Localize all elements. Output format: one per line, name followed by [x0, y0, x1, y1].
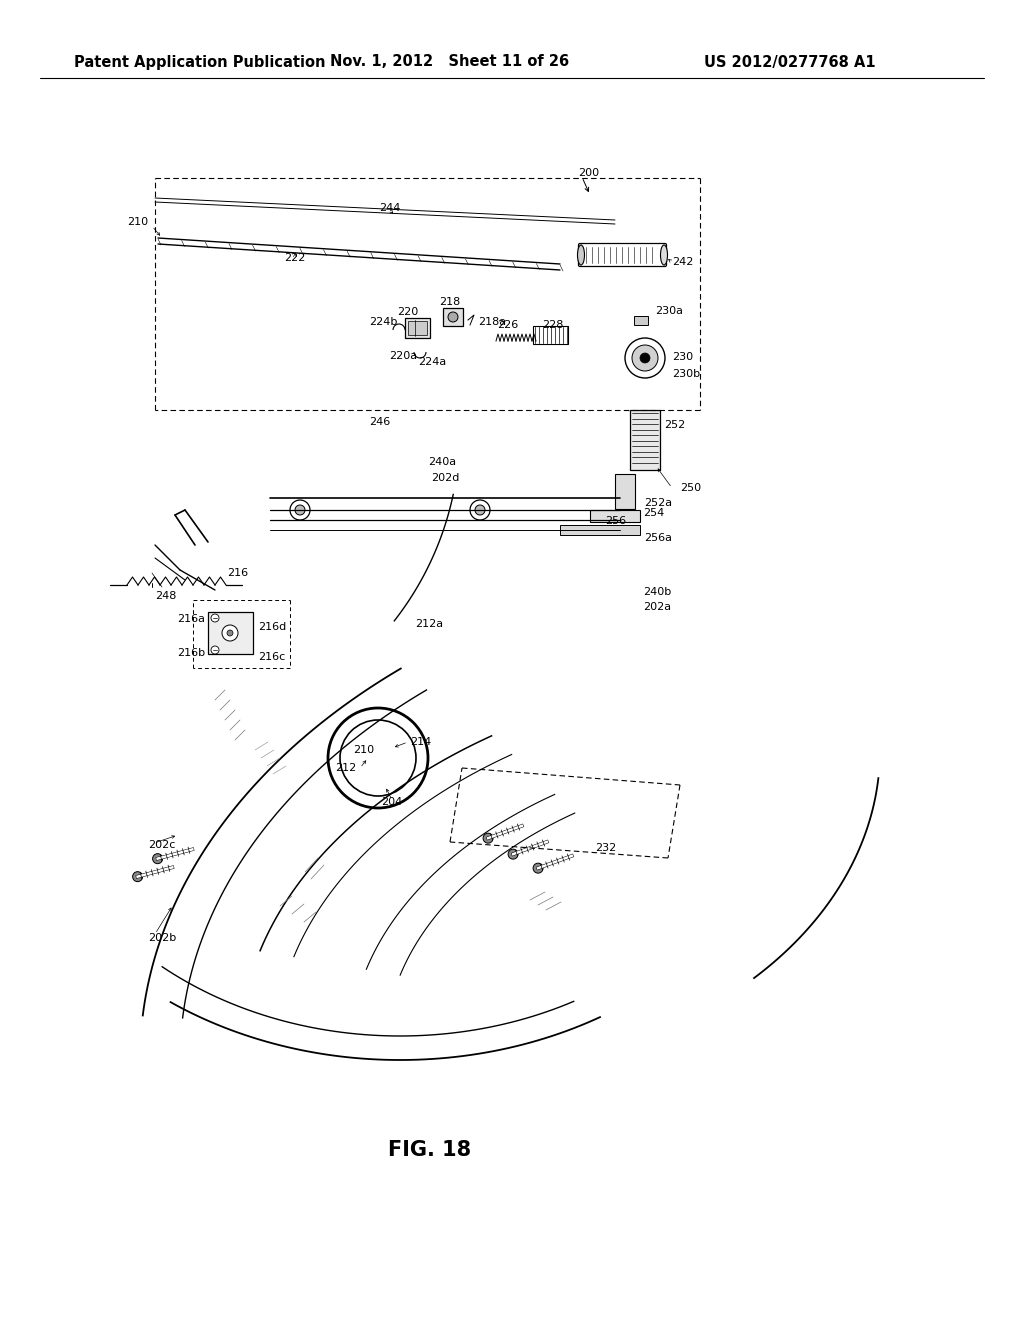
Text: US 2012/0277768 A1: US 2012/0277768 A1 [705, 54, 876, 70]
Circle shape [295, 506, 305, 515]
Circle shape [483, 833, 494, 843]
Text: 202b: 202b [148, 933, 176, 942]
Text: 240b: 240b [643, 587, 672, 597]
Circle shape [475, 506, 485, 515]
Text: 220: 220 [397, 308, 419, 317]
Circle shape [153, 854, 163, 863]
Text: 252a: 252a [644, 498, 672, 508]
Text: 218a: 218a [478, 317, 506, 327]
Circle shape [625, 338, 665, 378]
Text: 224b: 224b [369, 317, 397, 327]
Text: 230: 230 [672, 352, 693, 362]
Text: 216c: 216c [258, 652, 286, 663]
Text: 254: 254 [643, 508, 665, 517]
Circle shape [508, 849, 518, 859]
Text: 256a: 256a [644, 533, 672, 543]
FancyBboxPatch shape [408, 321, 427, 335]
Circle shape [211, 645, 219, 653]
Text: 256: 256 [605, 516, 626, 525]
Text: 220a: 220a [389, 351, 417, 360]
Text: 248: 248 [155, 591, 176, 601]
FancyBboxPatch shape [208, 612, 253, 653]
Circle shape [222, 624, 238, 642]
Text: 212: 212 [335, 763, 356, 774]
Text: 240a: 240a [428, 457, 456, 467]
Text: 226: 226 [498, 319, 518, 330]
FancyBboxPatch shape [406, 318, 430, 338]
Circle shape [632, 345, 658, 371]
Circle shape [290, 500, 310, 520]
Ellipse shape [578, 246, 585, 265]
Text: Nov. 1, 2012   Sheet 11 of 26: Nov. 1, 2012 Sheet 11 of 26 [331, 54, 569, 70]
Text: 210: 210 [353, 744, 374, 755]
Circle shape [211, 614, 219, 622]
Circle shape [640, 352, 650, 363]
Circle shape [449, 312, 458, 322]
FancyBboxPatch shape [615, 474, 635, 510]
Text: 202a: 202a [643, 602, 671, 612]
Text: Patent Application Publication: Patent Application Publication [75, 54, 326, 70]
Text: 202d: 202d [431, 473, 459, 483]
Text: 204: 204 [381, 797, 402, 807]
Text: 200: 200 [578, 168, 599, 178]
Text: 228: 228 [543, 319, 563, 330]
FancyBboxPatch shape [590, 510, 640, 521]
Text: 216a: 216a [177, 614, 205, 624]
FancyBboxPatch shape [630, 411, 660, 470]
Text: 244: 244 [379, 203, 400, 213]
Text: 222: 222 [285, 253, 306, 263]
Text: 214: 214 [410, 737, 431, 747]
Text: 224a: 224a [418, 356, 446, 367]
Text: 252: 252 [664, 420, 685, 430]
Text: 216d: 216d [258, 622, 287, 632]
Text: 210: 210 [127, 216, 148, 227]
Circle shape [227, 630, 233, 636]
FancyBboxPatch shape [443, 308, 463, 326]
FancyBboxPatch shape [560, 525, 640, 535]
Circle shape [133, 871, 142, 882]
Text: 212a: 212a [415, 619, 443, 630]
Text: FIG. 18: FIG. 18 [388, 1140, 472, 1160]
Text: 216: 216 [227, 568, 249, 578]
Text: 216b: 216b [177, 648, 205, 657]
Ellipse shape [660, 246, 668, 265]
Text: 202c: 202c [148, 840, 175, 850]
Circle shape [470, 500, 490, 520]
Circle shape [534, 863, 543, 873]
Text: 250: 250 [680, 483, 701, 492]
Text: 230b: 230b [672, 370, 700, 379]
Text: 232: 232 [595, 843, 616, 853]
FancyBboxPatch shape [634, 315, 648, 325]
Text: 242: 242 [672, 257, 693, 267]
Text: 218: 218 [439, 297, 461, 308]
Text: 246: 246 [370, 417, 390, 426]
Text: 230a: 230a [655, 306, 683, 315]
